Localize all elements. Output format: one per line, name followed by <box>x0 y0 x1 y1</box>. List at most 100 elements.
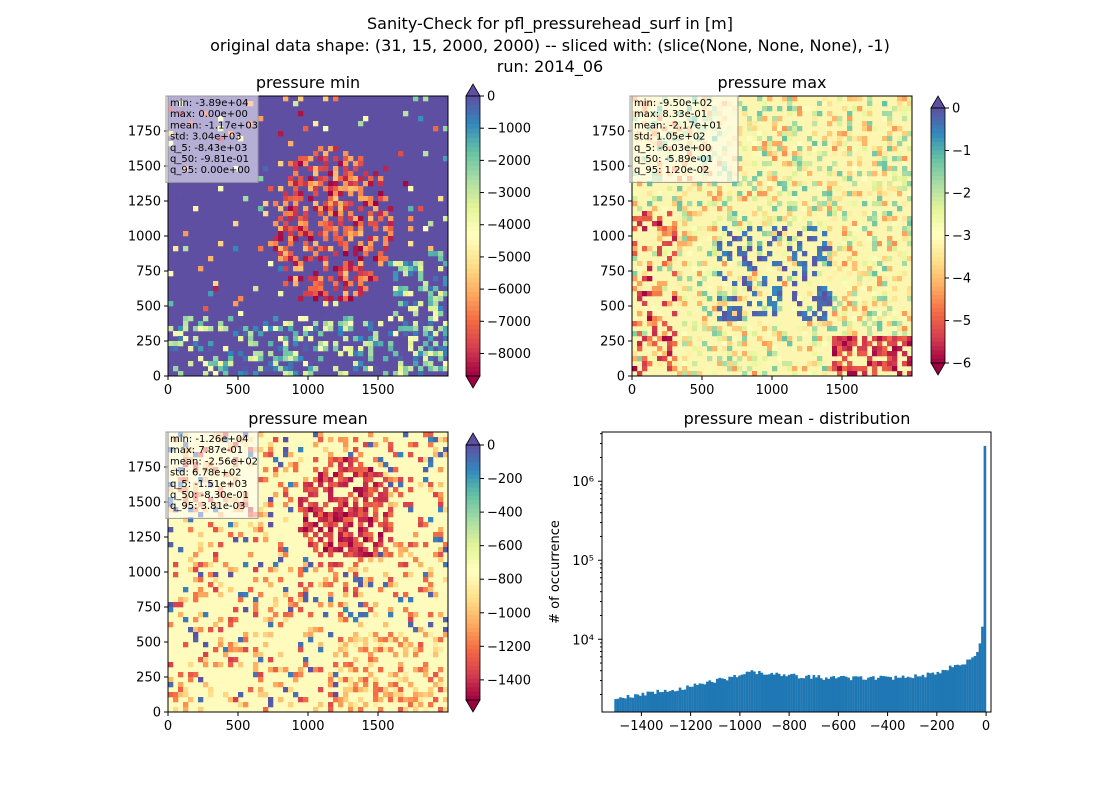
histogram-bar <box>852 676 855 712</box>
heatmap-cell <box>368 632 374 638</box>
heatmap-cell <box>363 467 369 473</box>
heatmap-cell <box>637 216 643 222</box>
heatmap-cell <box>428 251 434 257</box>
heatmap-cell <box>433 682 439 688</box>
heatmap-cell <box>393 351 399 357</box>
heatmap-cell <box>398 366 404 372</box>
colorbar-tick-label: −2 <box>952 187 971 202</box>
heatmap-cell <box>418 627 424 633</box>
heatmap-cell <box>797 241 803 247</box>
heatmap-cell <box>882 281 888 287</box>
heatmap-cell <box>443 261 449 267</box>
heatmap-cell <box>373 341 379 347</box>
histogram-bar <box>899 677 902 712</box>
heatmap-cell <box>682 261 688 267</box>
heatmap-cell <box>762 136 768 142</box>
heatmap-cell <box>353 567 359 573</box>
heatmap-cell <box>353 447 359 453</box>
heatmap-cell <box>173 692 179 698</box>
heatmap-cell <box>762 116 768 122</box>
heatmap-cell <box>303 241 309 247</box>
heatmap-cell <box>702 266 708 272</box>
heatmap-cell <box>423 326 429 332</box>
colorbar-tick-label: −6 <box>952 357 971 372</box>
heatmap-cell <box>353 687 359 693</box>
histogram-bar <box>725 680 729 712</box>
heatmap-cell <box>652 331 658 337</box>
heatmap-cell <box>847 171 853 177</box>
heatmap-cell <box>298 667 304 673</box>
heatmap-cell <box>777 331 783 337</box>
heatmap-cell <box>882 346 888 352</box>
heatmap-cell <box>333 96 339 102</box>
heatmap-cell <box>862 111 868 117</box>
heatmap-cell <box>418 517 424 523</box>
heatmap-cell <box>762 231 768 237</box>
heatmap-cell <box>343 156 349 162</box>
colorbar-tick-label: −5000 <box>487 250 531 265</box>
heatmap-cell <box>253 667 259 673</box>
histogram-bar <box>832 676 836 712</box>
heatmap-cell <box>258 366 264 372</box>
heatmap-cell <box>308 236 314 242</box>
heatmap-cell <box>842 306 848 312</box>
heatmap-cell <box>802 366 808 372</box>
colorbar-swatch <box>466 466 480 472</box>
heatmap-cell <box>353 276 359 282</box>
heatmap-cell <box>308 522 314 528</box>
heatmap-cell <box>438 266 444 272</box>
histogram-bar <box>792 673 796 712</box>
heatmap-cell <box>827 196 833 202</box>
heatmap-cell <box>807 371 813 377</box>
heatmap-cell <box>308 331 314 337</box>
heatmap-cell <box>807 361 813 367</box>
heatmap-cell <box>313 502 319 508</box>
heatmap-cell <box>742 351 748 357</box>
heatmap-cell <box>318 211 324 217</box>
heatmap-cell <box>867 361 873 367</box>
heatmap-cell <box>273 201 279 207</box>
heatmap-cell <box>797 216 803 222</box>
heatmap-cell <box>313 181 319 187</box>
panel-title: pressure max <box>717 73 826 92</box>
heatmap-cell <box>443 351 449 357</box>
heatmap-cell <box>897 176 903 182</box>
heatmap-cell <box>757 301 763 307</box>
heatmap-cell <box>358 286 364 292</box>
heatmap-cell <box>248 687 254 693</box>
heatmap-cell <box>338 331 344 337</box>
heatmap-cell <box>323 126 329 132</box>
histogram-bar <box>775 672 779 712</box>
heatmap-cell <box>338 537 344 543</box>
heatmap-cell <box>662 206 668 212</box>
heatmap-cell <box>258 562 264 568</box>
heatmap-cell <box>438 507 444 513</box>
heatmap-cell <box>308 507 314 513</box>
heatmap-cell <box>278 231 284 237</box>
heatmap-cell <box>882 311 888 317</box>
heatmap-cell <box>847 121 853 127</box>
histogram-bar <box>720 678 724 712</box>
heatmap-cell <box>797 166 803 172</box>
heatmap-cell <box>348 687 354 693</box>
heatmap-cell <box>667 186 673 192</box>
heatmap-cell <box>882 191 888 197</box>
heatmap-cell <box>747 226 753 232</box>
heatmap-cell <box>393 582 399 588</box>
heatmap-cell <box>842 321 848 327</box>
heatmap-cell <box>433 301 439 307</box>
heatmap-cell <box>797 336 803 342</box>
heatmap-cell <box>388 612 394 618</box>
stats-line: q_50: -9.81e-01 <box>170 154 249 165</box>
heatmap-cell <box>767 171 773 177</box>
heatmap-cell <box>343 522 349 528</box>
heatmap-cell <box>797 346 803 352</box>
heatmap-cell <box>408 442 414 448</box>
heatmap-cell <box>907 316 913 322</box>
heatmap-cell <box>208 361 214 367</box>
heatmap-cell <box>887 256 893 262</box>
heatmap-cell <box>847 146 853 152</box>
heatmap-cell <box>672 291 678 297</box>
heatmap-cell <box>737 316 743 322</box>
heatmap-cell <box>632 196 638 202</box>
